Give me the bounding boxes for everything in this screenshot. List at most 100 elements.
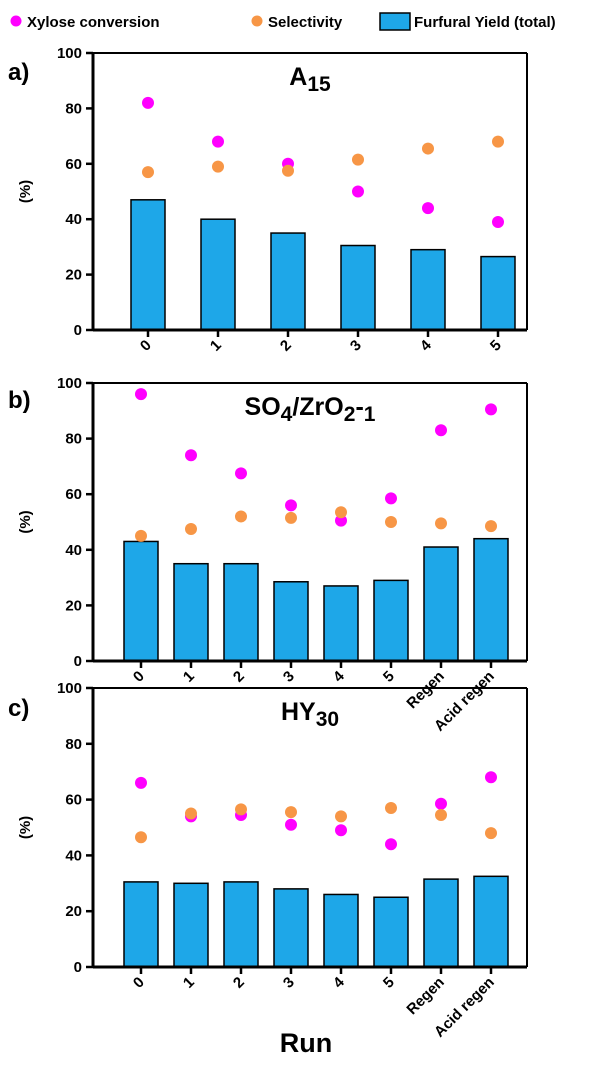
y-tick-label: 20 — [65, 267, 82, 284]
y-axis-label: (%) — [17, 510, 34, 533]
selectivity-point — [212, 160, 224, 173]
conversion-point — [135, 388, 147, 401]
y-tick-label: 80 — [65, 100, 82, 117]
y-tick-label: 40 — [65, 211, 82, 228]
conversion-point — [352, 185, 364, 198]
x-tick-label: 3 — [280, 974, 298, 992]
x-tick-label: 2 — [277, 337, 295, 355]
y-tick-label: 20 — [65, 597, 82, 614]
yield-bar — [423, 878, 459, 968]
panel-title: SO4/ZrO2-1 — [245, 393, 376, 426]
conversion-point — [285, 499, 297, 512]
panel-label: a) — [8, 59, 29, 86]
conversion-point — [212, 135, 224, 148]
selectivity-point — [282, 164, 294, 177]
selectivity-point — [435, 808, 447, 821]
x-tick-label: 2 — [230, 668, 248, 686]
yield-bar — [123, 540, 159, 662]
selectivity-point — [285, 806, 297, 819]
y-tick-label: 80 — [65, 736, 82, 753]
conversion-point — [385, 838, 397, 851]
y-tick-label: 100 — [57, 680, 82, 697]
x-tick-label: 4 — [330, 667, 348, 685]
y-tick-label: 60 — [65, 156, 82, 173]
x-tick-label: 5 — [380, 668, 398, 686]
yield-bar — [340, 244, 376, 331]
selectivity-point — [385, 516, 397, 528]
yield-bar — [373, 896, 409, 968]
conversion-point — [142, 96, 154, 109]
legend-yield-label: Furfural Yield (total) — [414, 14, 556, 31]
x-tick-label: 3 — [280, 668, 298, 686]
y-tick-label: 60 — [65, 792, 82, 809]
y-axis-label: (%) — [17, 816, 34, 839]
y-axis-label: (%) — [17, 180, 34, 203]
x-axis-title: Run — [280, 1028, 332, 1058]
conversion-point — [492, 215, 504, 228]
panel-label: b) — [8, 387, 31, 414]
selectivity-point — [142, 166, 154, 179]
conversion-point — [435, 424, 447, 437]
y-tick-label: 80 — [65, 431, 82, 448]
yield-bar — [273, 888, 309, 968]
x-tick-label: 0 — [130, 668, 148, 686]
panel-a: 0 20 40 60 80 100 0 1 2 3 4 5 (%) a) A15 — [8, 45, 528, 355]
x-tick-label: 1 — [180, 974, 198, 992]
selectivity-point — [335, 506, 347, 519]
y-tick-label: 0 — [74, 959, 82, 976]
yield-bar — [480, 255, 516, 331]
y-tick-label: 20 — [65, 903, 82, 920]
legend-selectivity-marker — [251, 15, 263, 27]
y-tick-label: 40 — [65, 542, 82, 559]
conversion-point — [335, 514, 347, 527]
yield-bar — [373, 579, 409, 662]
x-tick-label: Regen — [403, 668, 447, 712]
x-tick-label: Regen — [403, 974, 447, 1018]
conversion-point — [185, 449, 197, 462]
x-tick-label: 4 — [330, 973, 348, 991]
yield-bar — [323, 585, 359, 662]
panel-title: HY30 — [281, 698, 339, 731]
yield-bar — [223, 881, 259, 968]
selectivity-point — [385, 801, 397, 814]
yield-bar — [410, 248, 446, 331]
selectivity-point — [235, 803, 247, 816]
conversion-point — [335, 824, 347, 837]
y-tick-label: 100 — [57, 45, 82, 62]
conversion-point — [285, 818, 297, 831]
yield-bar — [270, 232, 306, 331]
selectivity-point — [135, 831, 147, 844]
y-tick-label: 100 — [57, 375, 82, 392]
yield-bar — [223, 562, 259, 662]
legend-yield-swatch — [379, 12, 411, 31]
y-tick-label: 60 — [65, 486, 82, 503]
yield-bar — [473, 875, 509, 968]
x-tick-label: 0 — [130, 974, 148, 992]
selectivity-point — [335, 810, 347, 823]
yield-bar — [473, 537, 509, 662]
selectivity-point — [422, 142, 434, 155]
conversion-point — [385, 492, 397, 505]
yield-bar — [130, 199, 166, 331]
selectivity-point — [492, 135, 504, 148]
conversion-point — [485, 403, 497, 416]
x-tick-label: 1 — [207, 337, 225, 355]
y-tick-label: 0 — [74, 653, 82, 670]
x-tick-label: 3 — [347, 337, 365, 355]
yield-bar — [200, 218, 236, 331]
legend-conversion-marker — [10, 15, 22, 27]
legend-selectivity-label: Selectivity — [268, 14, 343, 31]
y-tick-label: 0 — [74, 322, 82, 339]
x-tick-label: 4 — [417, 336, 435, 354]
yield-bar — [173, 882, 209, 968]
conversion-point — [135, 776, 147, 789]
yield-bar — [173, 562, 209, 662]
panel-label: c) — [8, 695, 29, 722]
selectivity-point — [485, 827, 497, 840]
conversion-point — [422, 202, 434, 215]
panel-title: A15 — [289, 63, 331, 96]
yield-bar — [323, 893, 359, 968]
